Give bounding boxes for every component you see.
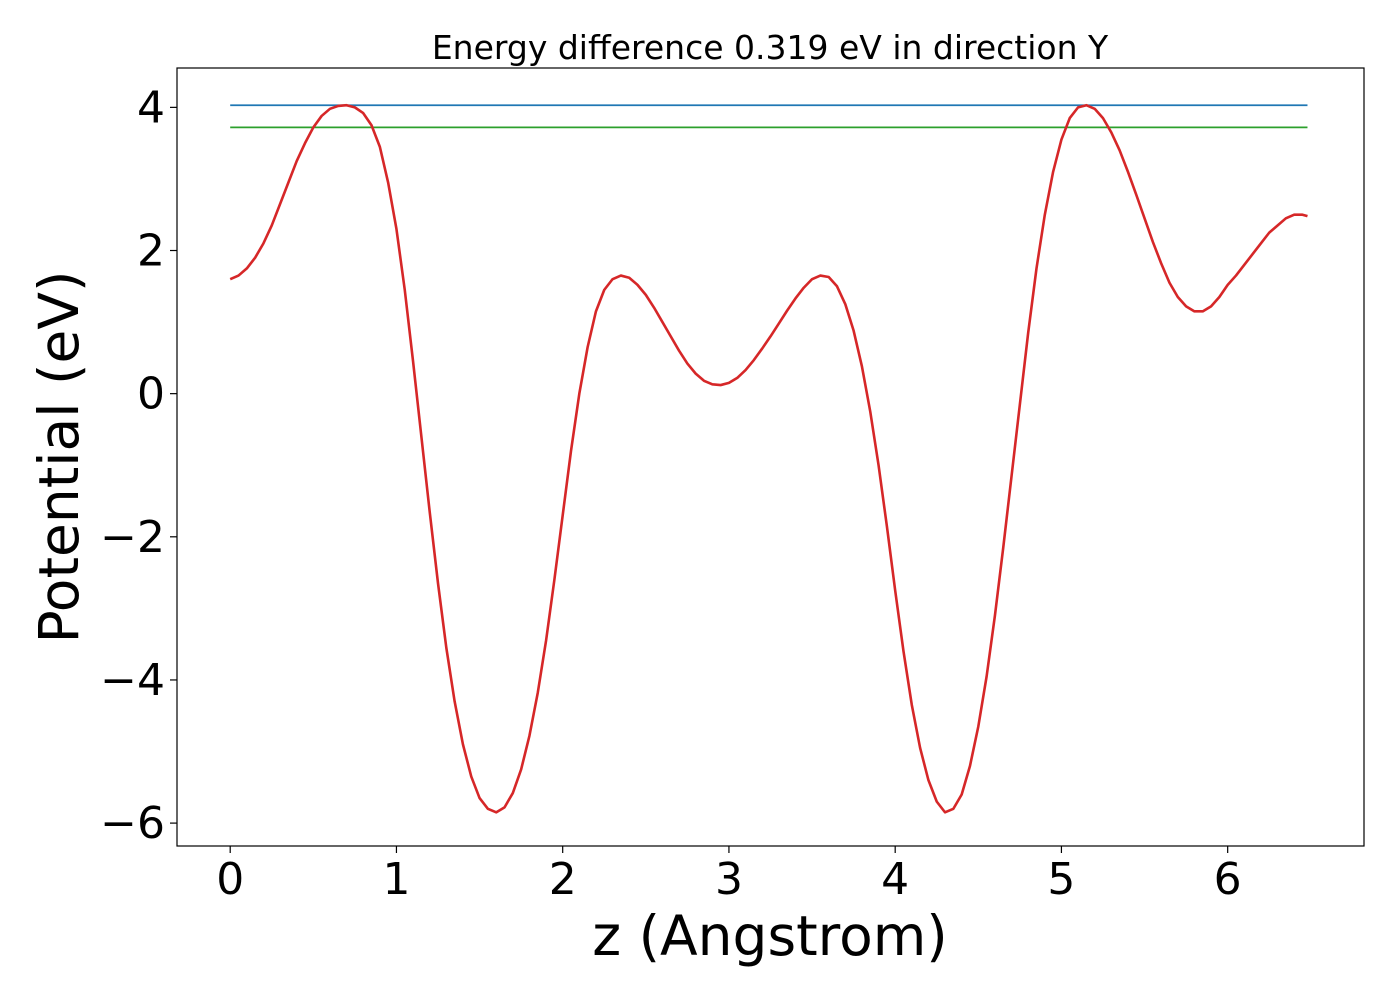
x-axis-ticks: 0 1 2 3 4 5 6 xyxy=(216,846,1242,905)
chart-title: Energy difference 0.319 eV in direction … xyxy=(432,28,1109,67)
y-axis-label: Potential (eV) xyxy=(27,271,91,644)
plot-area xyxy=(229,103,1308,814)
axes-frame xyxy=(176,67,1365,847)
x-tick-label: 4 xyxy=(881,854,909,905)
y-tick-label: 0 xyxy=(137,369,165,420)
x-tick-label: 3 xyxy=(715,854,743,905)
series-line-2 xyxy=(229,103,1308,814)
x-tick-label: 5 xyxy=(1047,854,1075,905)
y-axis-ticks: −6 −4 −2 0 2 4 xyxy=(100,82,177,849)
y-tick-label: −6 xyxy=(100,798,165,849)
y-tick-label: −4 xyxy=(100,655,165,706)
y-tick-label: 4 xyxy=(137,82,165,133)
x-tick-label: 6 xyxy=(1214,854,1242,905)
x-tick-label: 1 xyxy=(382,854,410,905)
y-tick-label: −2 xyxy=(100,512,165,563)
x-tick-label: 2 xyxy=(549,854,577,905)
y-tick-label: 2 xyxy=(137,226,165,277)
x-axis-label: z (Angstrom) xyxy=(592,904,948,968)
x-tick-label: 0 xyxy=(216,854,244,905)
